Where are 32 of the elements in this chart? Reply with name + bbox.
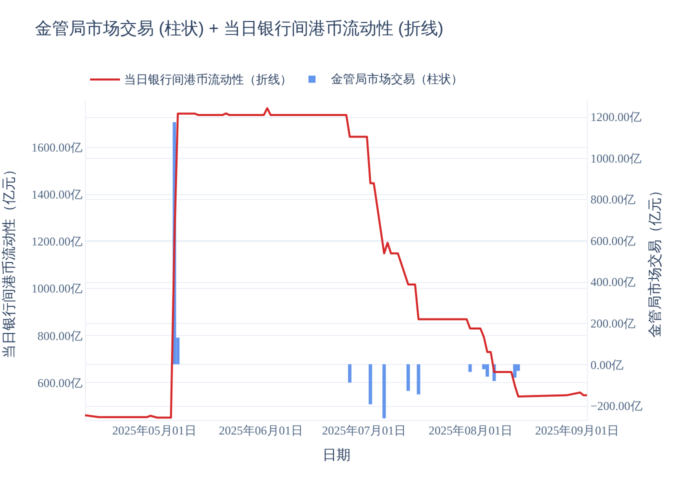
y2-tick-label: 1200.00亿 (590, 110, 642, 124)
y2-tick-label: 600.00亿 (590, 234, 636, 248)
x-axis-title: 日期 (322, 446, 350, 462)
y-tick-label: 1200.00亿 (32, 234, 82, 249)
y2-tick-label: 400.00亿 (590, 275, 636, 290)
x-tick-label: 2025年05月01日 (112, 424, 196, 438)
chart-title: 金管局市场交易 (柱状) + 当日银行间港币流动性 (折线) (35, 19, 444, 38)
y2-tick-label: 200.00亿 (590, 316, 636, 330)
y2-tick-label: 800.00亿 (590, 192, 636, 207)
y-tick-label: 800.00亿 (38, 328, 82, 343)
x-tick-label: 2025年09月01日 (535, 424, 620, 438)
bar (406, 364, 410, 391)
x-tick-label: 2025年07月01日 (322, 424, 406, 438)
y-tick-label: 600.00亿 (38, 376, 82, 390)
bar (368, 364, 372, 404)
bar (348, 364, 352, 383)
bar (513, 364, 516, 378)
y2-axis-title: 金管局市场交易（亿元） (646, 184, 662, 338)
bar (382, 364, 386, 418)
bar (468, 364, 472, 372)
x-tick-label: 2025年06月01日 (218, 424, 303, 438)
bar (486, 364, 489, 377)
y-tick-label: 1600.00亿 (32, 140, 82, 155)
y-tick-label: 1000.00亿 (32, 282, 82, 296)
y2-tick-label: 1000.00亿 (590, 151, 642, 166)
y-tick-label: 1400.00亿 (32, 188, 82, 202)
y2-tick-label: 0.00亿 (590, 358, 624, 372)
legend-label: 金管局市场交易（柱状） (331, 72, 463, 86)
legend-label: 当日银行间港币流动性（折线） (124, 72, 292, 86)
x-tick-label: 2025年08月01日 (428, 424, 513, 438)
y2-tick-label: −200.00亿 (590, 399, 642, 414)
y-axis-title: 当日银行间港币流动性（亿元） (0, 162, 16, 358)
